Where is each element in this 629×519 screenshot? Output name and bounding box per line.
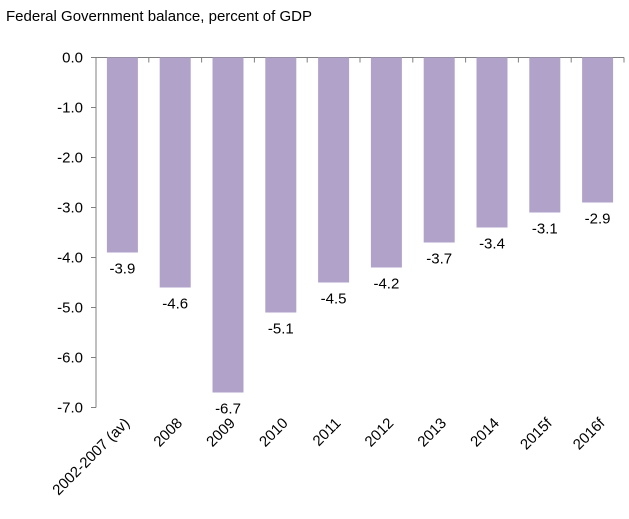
y-tick-label: 0.0: [62, 50, 83, 67]
data-label: -4.6: [162, 296, 188, 313]
bar: [106, 57, 138, 253]
data-label: -4.2: [373, 276, 399, 293]
y-tick-label: -4.0: [57, 250, 83, 267]
y-axis: 0.0 -1.0 -2.0 -3.0 -4.0 -5.0 -6.0 -7.0: [57, 50, 97, 417]
data-label: -4.5: [321, 291, 347, 308]
bars: [106, 57, 614, 393]
y-tick-label: -1.0: [57, 100, 83, 117]
chart-title: Federal Government balance, percent of G…: [6, 8, 312, 25]
bar: [476, 57, 508, 228]
bar: [159, 57, 191, 288]
category-label: 2009: [203, 415, 239, 451]
data-label: -3.1: [532, 221, 558, 238]
data-label: -3.4: [479, 236, 505, 253]
bar: [370, 57, 402, 268]
data-label: -3.9: [109, 261, 135, 278]
category-label: 2010: [256, 415, 292, 451]
y-tick-label: -2.0: [57, 150, 83, 167]
y-tick-label: -7.0: [57, 400, 83, 417]
category-label: 2011: [310, 415, 345, 450]
data-label: -6.7: [215, 401, 241, 418]
data-label: -3.7: [426, 251, 452, 268]
category-label: 2016f: [570, 414, 609, 453]
bar: [212, 57, 244, 393]
category-label: 2002-2007 (av): [49, 415, 133, 499]
data-labels: -3.9 -4.6 -6.7 -5.1 -4.5 -4.2 -3.7 -3.4 -3.1 -2.9: [109, 211, 610, 418]
y-tick-label: -6.0: [57, 350, 83, 367]
y-tick-label: -3.0: [57, 200, 83, 217]
category-label: 2015f: [517, 414, 556, 453]
data-label: -2.9: [585, 211, 611, 228]
category-label: 2013: [414, 415, 450, 451]
category-label: 2008: [150, 415, 186, 451]
category-label: 2012: [362, 415, 398, 451]
bar: [265, 57, 297, 313]
data-label: -5.1: [268, 321, 294, 338]
bar: [423, 57, 455, 243]
y-tick-label: -5.0: [57, 300, 83, 317]
bar: [529, 57, 561, 213]
category-labels: 2002-2007 (av) 2008 2009 2010 2011 2012 2013 20…: [49, 414, 609, 499]
bar: [582, 57, 614, 203]
category-label: 2014: [467, 415, 503, 451]
bar: [318, 57, 350, 283]
